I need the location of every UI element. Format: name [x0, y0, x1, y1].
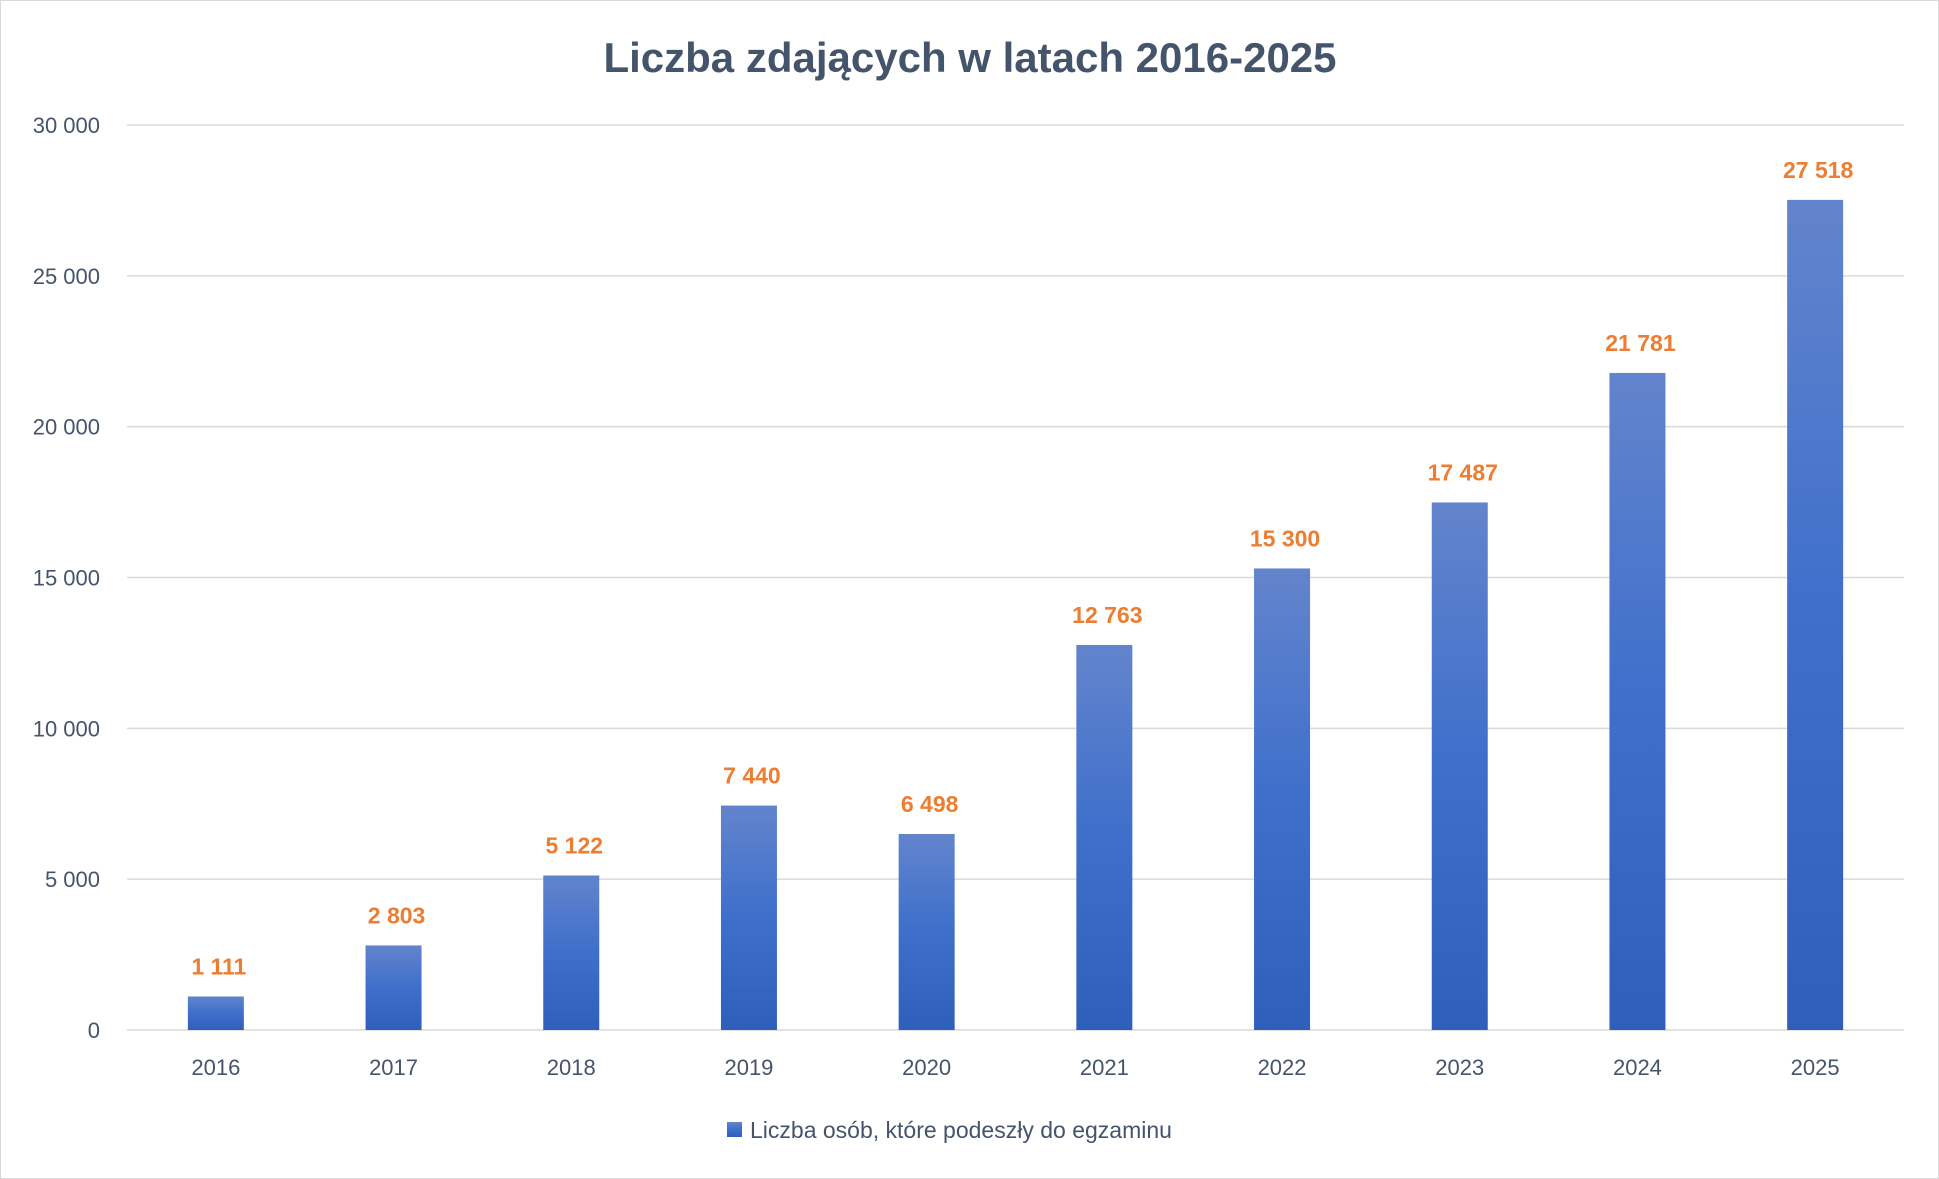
x-tick-label: 2024: [1613, 1055, 1662, 1080]
y-tick-label: 25 000: [33, 264, 100, 289]
x-tick-label: 2018: [547, 1055, 596, 1080]
x-tick-label: 2020: [902, 1055, 951, 1080]
legend-label: Liczba osób, które podeszły do egzaminu: [750, 1117, 1172, 1143]
data-label-2022: 15 300: [1250, 525, 1320, 551]
y-tick-label: 5 000: [45, 867, 100, 892]
data-label-2021: 12 763: [1072, 602, 1142, 628]
bar-2025: [1787, 199, 1844, 1031]
y-tick-label: 0: [88, 1018, 100, 1043]
bar-2017: [365, 945, 422, 1030]
y-tick-label: 30 000: [33, 113, 100, 138]
bar-2023: [1431, 502, 1488, 1031]
data-label-2020: 6 498: [901, 791, 959, 817]
x-tick-label: 2022: [1258, 1055, 1307, 1080]
bar-2024: [1609, 372, 1666, 1030]
bar-2022: [1254, 568, 1311, 1030]
data-label-2025: 27 518: [1783, 157, 1854, 183]
x-tick-label: 2019: [724, 1055, 773, 1080]
data-label-2024: 21 781: [1605, 330, 1676, 356]
x-tick-label: 2025: [1791, 1055, 1840, 1080]
y-tick-label: 20 000: [33, 415, 100, 440]
data-label-2019: 7 440: [723, 763, 781, 789]
legend: Liczba osób, które podeszły do egzaminu: [727, 1117, 1172, 1143]
data-label-2017: 2 803: [368, 902, 426, 928]
x-tick-label: 2016: [191, 1055, 240, 1080]
data-label-2016: 1 111: [191, 953, 246, 979]
x-tick-label: 2017: [369, 1055, 418, 1080]
legend-swatch: [727, 1122, 742, 1137]
bar-2016: [187, 996, 244, 1030]
data-label-2023: 17 487: [1428, 459, 1498, 485]
chart-title: Liczba zdających w latach 2016-2025: [603, 34, 1336, 81]
y-tick-label: 15 000: [33, 566, 100, 591]
x-tick-label: 2021: [1080, 1055, 1129, 1080]
bar-2021: [1076, 644, 1133, 1030]
bar-2019: [720, 805, 777, 1030]
y-tick-label: 10 000: [33, 716, 100, 741]
data-label-2018: 5 122: [545, 832, 603, 858]
bar-2020: [898, 833, 955, 1030]
x-tick-label: 2023: [1435, 1055, 1484, 1080]
bar-2018: [543, 875, 600, 1030]
